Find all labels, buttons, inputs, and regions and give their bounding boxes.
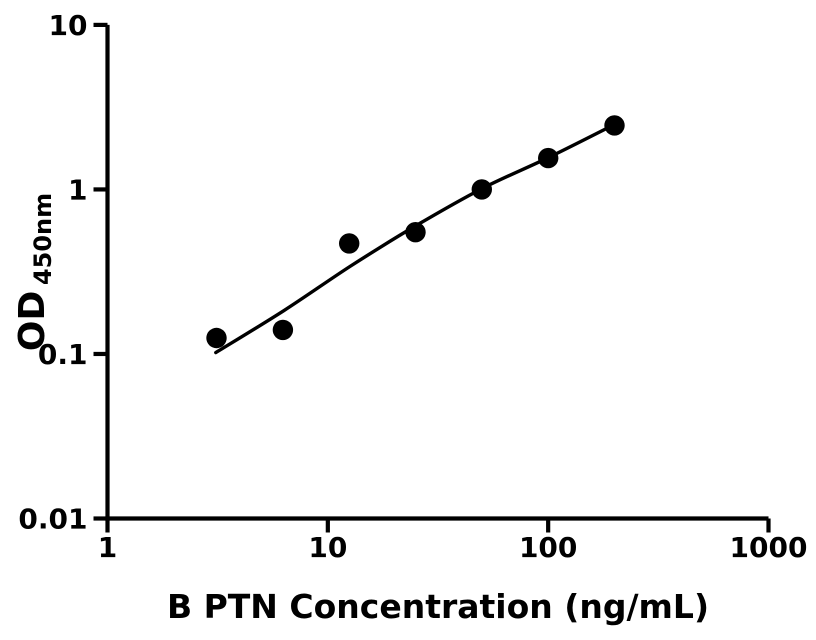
y-axis-ticks: 0.01 0.1 1 10 xyxy=(18,9,108,536)
axes-layer xyxy=(105,24,769,521)
y-axis-title-main: OD xyxy=(12,291,53,352)
data-point xyxy=(206,327,227,349)
y-axis-title-subscript: 450nm xyxy=(29,193,57,285)
data-points-layer xyxy=(206,115,625,349)
x-axis-ticks: 1 10 100 1000 xyxy=(98,518,808,564)
x-tick-label: 100 xyxy=(519,531,577,564)
data-point xyxy=(604,115,625,136)
y-tick-label: 0.1 xyxy=(38,338,88,371)
x-axis-title: B PTN Concentration (ng/mL) xyxy=(167,587,709,626)
x-tick-label: 1000 xyxy=(730,531,808,564)
y-axis-title: OD 450nm xyxy=(12,193,57,351)
data-point xyxy=(339,233,360,254)
data-point xyxy=(471,179,492,200)
y-tick-label: 10 xyxy=(49,9,88,42)
y-tick-label: 0.01 xyxy=(18,503,87,536)
x-tick-label: 1 xyxy=(98,531,117,564)
data-point xyxy=(538,147,559,169)
x-tick-label: 10 xyxy=(308,531,347,564)
y-tick-label: 1 xyxy=(68,173,87,206)
data-point xyxy=(405,222,426,243)
data-point xyxy=(272,319,294,341)
